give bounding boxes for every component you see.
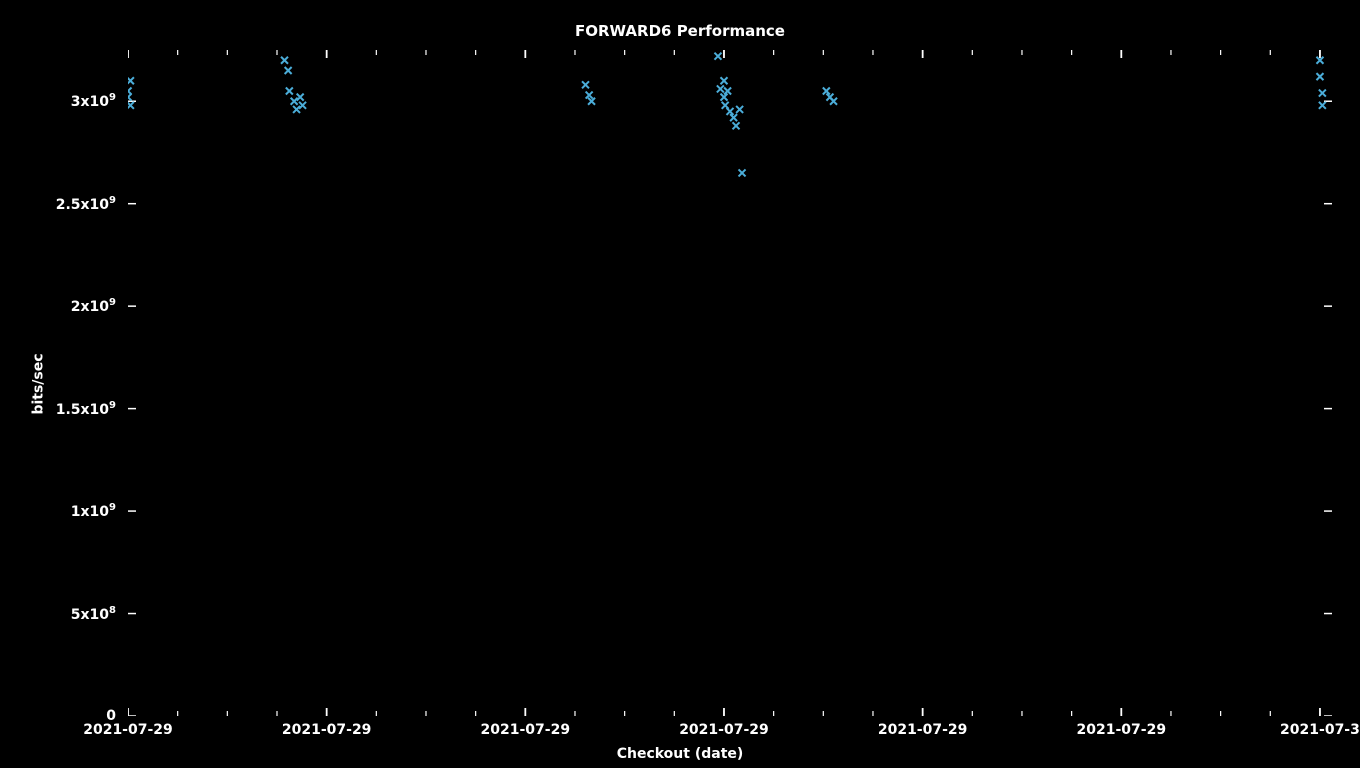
data-point <box>714 53 721 60</box>
data-point <box>823 87 830 94</box>
data-point <box>293 106 300 113</box>
data-point <box>128 87 132 94</box>
data-point <box>291 98 298 105</box>
x-tick-label: 2021-07-29 <box>282 722 372 738</box>
data-point <box>286 87 293 94</box>
data-point <box>1319 102 1326 109</box>
data-point <box>285 67 292 74</box>
data-point <box>720 77 727 84</box>
y-tick-label: 5x108 <box>71 605 116 623</box>
x-tick-label: 2021-07-29 <box>679 722 769 738</box>
x-axis-label: Checkout (date) <box>0 746 1360 762</box>
x-tick-label: 2021-07-29 <box>481 722 571 738</box>
y-tick-label: 1.5x109 <box>56 400 116 418</box>
data-point <box>720 94 727 101</box>
x-tick-label: 2021-07-3 <box>1280 722 1360 738</box>
x-tick-label: 2021-07-29 <box>1077 722 1167 738</box>
data-point <box>299 102 306 109</box>
data-point <box>830 98 837 105</box>
y-tick-label: 3x109 <box>71 92 116 110</box>
data-point <box>724 87 731 94</box>
chart-container: FORWARD6 Performance bits/sec Checkout (… <box>0 0 1360 768</box>
data-point <box>281 57 288 64</box>
y-tick-label: 1x109 <box>71 502 116 520</box>
plot-area <box>128 50 1332 716</box>
y-tick-label: 2x109 <box>71 297 116 315</box>
data-point <box>736 106 743 113</box>
data-point <box>730 114 737 121</box>
chart-title: FORWARD6 Performance <box>0 22 1360 40</box>
data-point <box>739 169 746 176</box>
data-point <box>727 108 734 115</box>
data-point <box>297 94 304 101</box>
data-point <box>1319 90 1326 97</box>
data-point <box>128 77 134 84</box>
x-tick-label: 2021-07-29 <box>83 722 173 738</box>
data-point <box>717 85 724 92</box>
data-point <box>733 122 740 129</box>
x-tick-label: 2021-07-29 <box>878 722 968 738</box>
data-point <box>582 81 589 88</box>
y-tick-label: 2.5x109 <box>56 195 116 213</box>
y-axis-label: bits/sec <box>31 353 47 414</box>
data-point <box>1316 73 1323 80</box>
data-point <box>128 102 134 109</box>
